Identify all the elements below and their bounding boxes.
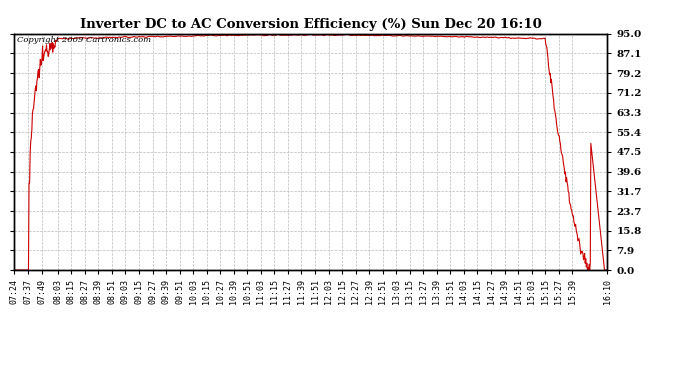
Title: Inverter DC to AC Conversion Efficiency (%) Sun Dec 20 16:10: Inverter DC to AC Conversion Efficiency … — [79, 18, 542, 31]
Text: Copyright 2009 Cartronics.com: Copyright 2009 Cartronics.com — [17, 36, 151, 44]
